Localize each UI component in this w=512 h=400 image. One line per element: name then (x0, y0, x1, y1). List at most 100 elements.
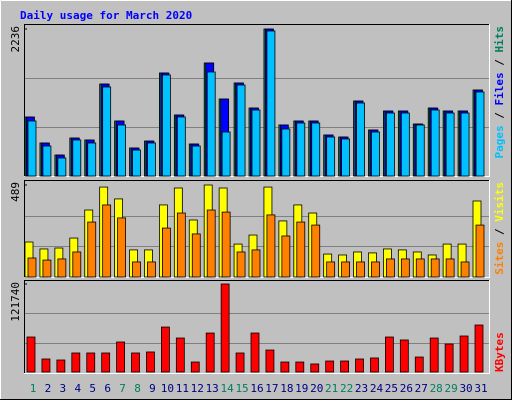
bar (370, 357, 379, 373)
legend: Sites / Visits (493, 182, 506, 275)
bar (415, 124, 425, 177)
bar (341, 261, 351, 278)
bar (326, 261, 336, 278)
bar (356, 102, 365, 177)
x-tick-label: 25 (385, 382, 398, 395)
bar (147, 142, 156, 177)
bar (191, 233, 201, 278)
bar (57, 157, 67, 177)
bar (341, 138, 351, 177)
bar (72, 139, 82, 177)
bar (400, 112, 410, 177)
bar (415, 258, 425, 278)
bar (399, 339, 409, 373)
bar (41, 358, 51, 373)
x-tick-label: 5 (89, 382, 96, 395)
bar (356, 261, 365, 278)
bar (56, 359, 66, 373)
x-tick-label: 4 (74, 382, 81, 395)
bar (474, 324, 484, 373)
bar (191, 145, 201, 177)
y-tick-label: 2236 (9, 26, 22, 53)
bar (430, 109, 440, 177)
x-tick-label: 24 (370, 382, 384, 395)
bar (116, 341, 125, 373)
x-tick-label: 20 (310, 382, 323, 395)
bar (310, 363, 320, 373)
bar (385, 112, 395, 177)
bar (266, 30, 276, 177)
bar (459, 335, 469, 373)
bar (400, 258, 410, 278)
x-tick-label: 31 (474, 382, 487, 395)
bar (430, 258, 440, 278)
legend-entry: KBytes (493, 332, 506, 372)
y-tick-label: 121740 (9, 282, 22, 322)
bar (132, 149, 141, 177)
bar (445, 258, 455, 278)
bar (296, 122, 306, 177)
bar (102, 204, 112, 278)
x-tick-label: 27 (415, 382, 428, 395)
bar (235, 352, 245, 373)
bar (444, 343, 454, 373)
x-tick-label: 22 (340, 382, 353, 395)
bar (429, 337, 439, 373)
legend-entry: Files (493, 72, 506, 105)
bar (161, 227, 171, 278)
bar (281, 128, 291, 177)
x-tick-label: 2 (45, 382, 52, 395)
bar (445, 112, 455, 177)
bar (475, 224, 485, 278)
bar (42, 145, 52, 177)
x-tick-label: 1 (30, 382, 37, 395)
bar (311, 122, 321, 177)
x-tick-label: 3 (60, 382, 67, 395)
bar (236, 84, 246, 177)
legend: Pages / Files / Hits (493, 26, 506, 159)
bar (86, 352, 96, 373)
bar (251, 109, 261, 177)
legend-entry: Visits (493, 182, 506, 222)
bar (266, 214, 276, 278)
bar (101, 352, 111, 373)
bar (326, 136, 336, 177)
bar (236, 251, 246, 278)
x-tick-label: 28 (430, 382, 443, 395)
bar (131, 352, 140, 373)
legend-entry: Pages (493, 125, 506, 158)
bar (175, 337, 185, 373)
bar (146, 351, 155, 373)
bar (26, 336, 36, 373)
x-tick-label: 9 (149, 382, 156, 395)
x-tick-label: 11 (176, 382, 189, 395)
x-tick-label: 17 (265, 382, 278, 395)
bar (161, 74, 171, 177)
bar (27, 120, 37, 177)
x-tick-label: 10 (161, 382, 174, 395)
bar (460, 261, 470, 278)
bar (414, 356, 424, 373)
x-tick-label: 19 (295, 382, 308, 395)
bar (71, 352, 81, 373)
legend-separator: / (493, 106, 506, 126)
bar (296, 221, 306, 278)
bar (221, 211, 231, 278)
bar (205, 332, 215, 373)
legend-entry: Sites (493, 242, 506, 275)
x-tick-label: 16 (250, 382, 263, 395)
bar (371, 261, 380, 278)
legend-separator: / (493, 53, 506, 73)
x-tick-label: 14 (221, 382, 235, 395)
bar (102, 86, 112, 177)
y-tick-label: 489 (9, 182, 22, 202)
bar (280, 361, 290, 373)
x-tick-label: 30 (459, 382, 472, 395)
x-tick-label: 21 (325, 382, 338, 395)
bar (355, 358, 364, 373)
bar (281, 235, 291, 278)
x-tick-label: 7 (119, 382, 126, 395)
x-tick-label: 29 (445, 382, 458, 395)
